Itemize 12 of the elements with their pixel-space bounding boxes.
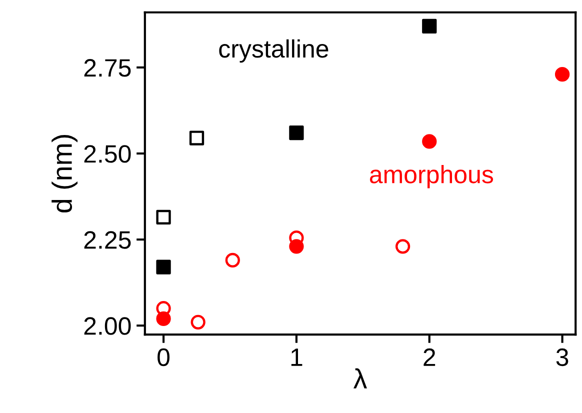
x-axis-title: λ bbox=[354, 368, 367, 388]
annotation: crystalline bbox=[219, 39, 328, 63]
annotation: amorphous bbox=[370, 165, 494, 188]
x-tick-label: 1 bbox=[291, 348, 302, 366]
x-tick-label: 2 bbox=[424, 348, 436, 366]
y-tick-label: 2.75 bbox=[84, 59, 131, 77]
x-tick-label: 0 bbox=[158, 348, 170, 366]
y-axis-title: d (nm) bbox=[52, 135, 78, 212]
y-tick-label: 2.25 bbox=[84, 231, 131, 249]
x-tick-label: 3 bbox=[556, 348, 568, 366]
y-tick-label: 2.50 bbox=[84, 145, 131, 163]
y-tick-label: 2.00 bbox=[84, 317, 131, 335]
